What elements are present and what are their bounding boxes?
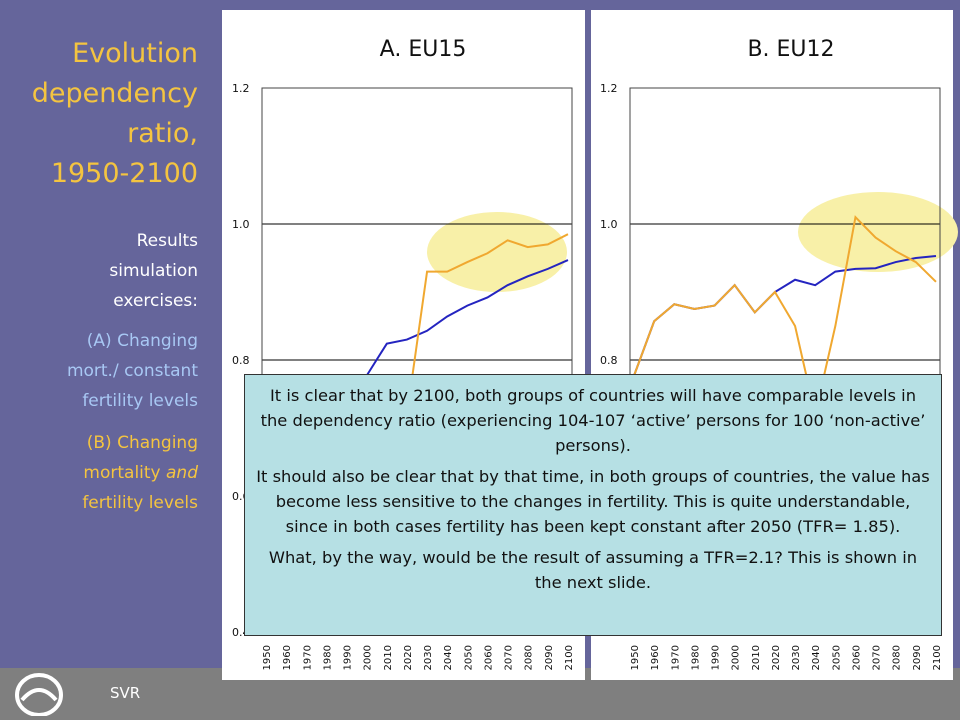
y-tick-label: 1.2 xyxy=(600,82,618,95)
x-tick-label: 2020 xyxy=(403,645,414,670)
x-tick-label: 2000 xyxy=(363,645,374,670)
chart-title: B. EU12 xyxy=(747,37,834,62)
highlight xyxy=(427,212,567,292)
x-tick-label: 1950 xyxy=(262,645,273,670)
x-tick-label: 2010 xyxy=(383,645,394,670)
y-tick-label: 1.2 xyxy=(232,82,250,95)
x-tick-label: 2100 xyxy=(564,645,575,670)
x-tick-label: 1960 xyxy=(650,645,661,670)
x-tick-label: 2040 xyxy=(811,645,822,670)
text: and xyxy=(166,463,198,483)
x-tick-label: 2060 xyxy=(483,645,494,670)
note-text: What, by the way, would be the result of… xyxy=(268,548,918,592)
x-tick-label: 1990 xyxy=(711,645,722,670)
x-tick-label: 2100 xyxy=(932,645,943,670)
title-line: dependency xyxy=(31,78,198,109)
sidebar-item: (B) Changing mortality and fertility lev… xyxy=(48,428,198,518)
title-line: Evolution xyxy=(72,38,198,69)
x-tick-label: 1980 xyxy=(322,645,333,670)
note-text: It is clear that by 2100, both groups of… xyxy=(260,386,926,455)
x-tick-label: 2080 xyxy=(524,645,535,670)
sidebar-title: Evolution dependency ratio, 1950-2100 xyxy=(8,34,198,194)
x-tick-label: 2010 xyxy=(751,645,762,670)
x-tick-label: 2070 xyxy=(872,645,883,670)
x-tick-label: 2090 xyxy=(544,645,555,670)
highlight xyxy=(798,192,958,272)
x-tick-label: 2050 xyxy=(463,645,474,670)
note-box: It is clear that by 2100, both groups of… xyxy=(244,374,942,636)
x-tick-label: 2000 xyxy=(731,645,742,670)
x-tick-label: 2030 xyxy=(423,645,434,670)
footer-text: SVR xyxy=(110,684,141,702)
title-line: 1950-2100 xyxy=(50,158,198,189)
x-tick-label: 1960 xyxy=(282,645,293,670)
x-tick-label: 2070 xyxy=(504,645,515,670)
x-tick-label: 2020 xyxy=(771,645,782,670)
text: fertility levels xyxy=(82,493,198,513)
y-tick-label: 0.8 xyxy=(232,354,250,367)
y-tick-label: 1.0 xyxy=(600,218,618,231)
y-tick-label: 0.8 xyxy=(600,354,618,367)
x-tick-label: 1980 xyxy=(690,645,701,670)
x-tick-label: 2030 xyxy=(791,645,802,670)
logo xyxy=(15,673,63,716)
x-tick-label: 2080 xyxy=(892,645,903,670)
x-tick-label: 1970 xyxy=(302,645,313,670)
sidebar-intro: Results simulation exercises: xyxy=(109,231,198,311)
x-tick-label: 1970 xyxy=(670,645,681,670)
y-tick-label: 1.0 xyxy=(232,218,250,231)
x-tick-label: 2060 xyxy=(851,645,862,670)
series-line xyxy=(633,215,937,415)
x-tick-label: 2040 xyxy=(443,645,454,670)
title-line: ratio, xyxy=(127,118,198,149)
sidebar-item: (A) Changing mort./ constant fertility l… xyxy=(66,331,198,411)
x-tick-label: 1990 xyxy=(343,645,354,670)
note-text: It should also be clear that by that tim… xyxy=(256,467,930,536)
text: (B) Changing mortality xyxy=(83,433,198,483)
x-tick-label: 1950 xyxy=(630,645,641,670)
x-tick-label: 2090 xyxy=(912,645,923,670)
x-tick-label: 2050 xyxy=(831,645,842,670)
chart-title: A. EU15 xyxy=(380,37,467,62)
